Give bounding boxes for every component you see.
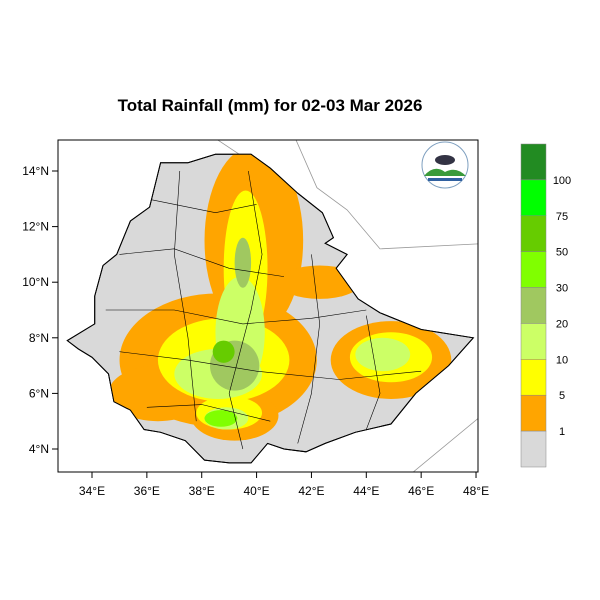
legend-swatch bbox=[520, 251, 547, 288]
x-tick-label: 42°E bbox=[298, 484, 324, 498]
rain-area bbox=[204, 410, 238, 427]
admin-boundaries bbox=[105, 170, 422, 450]
y-tick-label: 4°N bbox=[29, 442, 49, 456]
legend-label: 50 bbox=[556, 247, 568, 259]
x-tick-label: 34°E bbox=[79, 484, 105, 498]
legend-label: 20 bbox=[556, 318, 568, 330]
legend-label: 10 bbox=[556, 354, 568, 366]
rain-area bbox=[278, 265, 361, 299]
cloud-icon bbox=[435, 155, 455, 165]
y-axis: 14°N 12°N 10°N 8°N 6°N 4°N bbox=[22, 164, 58, 456]
legend-swatch bbox=[520, 143, 547, 181]
emi-logo bbox=[421, 141, 469, 189]
legend-label: 75 bbox=[556, 211, 568, 223]
rain-area bbox=[234, 237, 252, 288]
x-tick-label: 44°E bbox=[353, 484, 379, 498]
legend-swatch bbox=[520, 287, 547, 324]
rainfall-fill bbox=[108, 154, 452, 441]
x-axis: 34°E 36°E 38°E 40°E 42°E 44°E 46°E 48°E bbox=[79, 472, 489, 498]
x-tick-label: 46°E bbox=[408, 484, 434, 498]
hills-icon bbox=[424, 168, 466, 176]
map-title: Total Rainfall (mm) for 02-03 Mar 2026 bbox=[117, 96, 423, 115]
legend-swatch bbox=[520, 430, 547, 468]
legend-label: 30 bbox=[556, 283, 568, 295]
x-tick-label: 36°E bbox=[134, 484, 160, 498]
legend-swatch bbox=[520, 215, 547, 252]
rain-area bbox=[212, 340, 235, 363]
legend-label: 5 bbox=[559, 390, 565, 402]
x-tick-label: 40°E bbox=[244, 484, 270, 498]
map-frame bbox=[57, 139, 479, 473]
y-tick-label: 10°N bbox=[22, 275, 49, 289]
x-tick-label: 48°E bbox=[463, 484, 489, 498]
y-tick-label: 12°N bbox=[22, 220, 49, 234]
legend-swatch bbox=[520, 359, 547, 396]
legend-swatch bbox=[520, 394, 547, 432]
y-tick-label: 6°N bbox=[29, 386, 49, 400]
y-tick-label: 8°N bbox=[29, 331, 49, 345]
rain-area bbox=[355, 337, 411, 372]
y-tick-label: 14°N bbox=[22, 164, 49, 178]
legend-swatch bbox=[520, 323, 547, 360]
color-legend: 1 5 10 20 30 50 75 100 bbox=[520, 143, 571, 468]
legend-label: 1 bbox=[559, 426, 565, 438]
legend-swatch bbox=[520, 179, 547, 217]
x-tick-label: 38°E bbox=[189, 484, 215, 498]
legend-label: 100 bbox=[553, 175, 571, 187]
